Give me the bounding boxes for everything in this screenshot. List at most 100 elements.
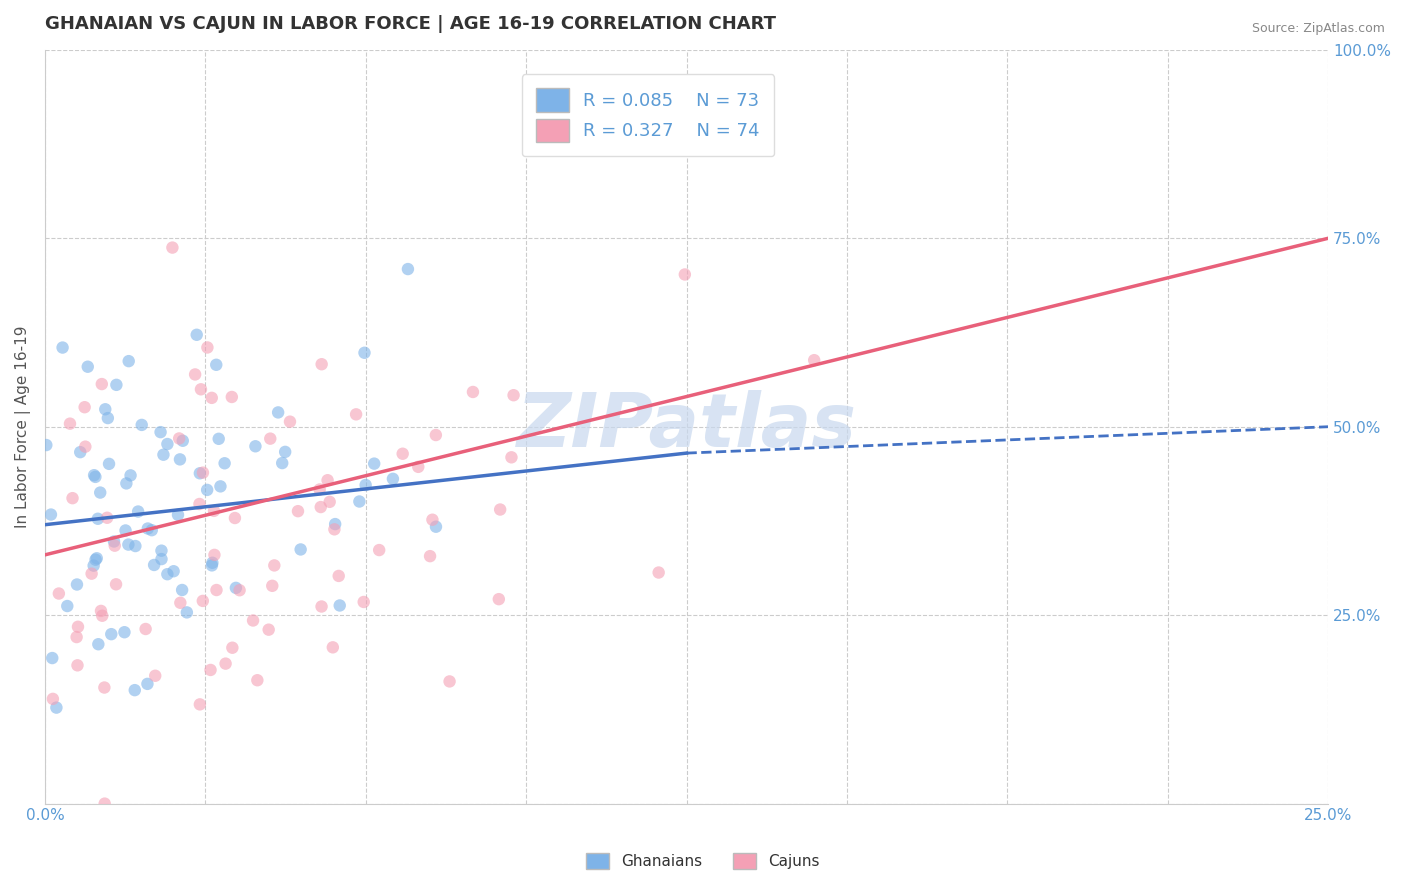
Point xyxy=(136,522,159,536)
Point xyxy=(167,508,190,522)
Point xyxy=(100,627,122,641)
Point xyxy=(156,437,179,451)
Point xyxy=(117,538,139,552)
Point xyxy=(65,630,87,644)
Point xyxy=(169,452,191,467)
Point xyxy=(162,241,184,255)
Point xyxy=(200,663,222,677)
Point xyxy=(344,408,367,422)
Point xyxy=(42,692,65,706)
Point xyxy=(311,357,333,371)
Point xyxy=(45,700,67,714)
Point xyxy=(150,552,173,566)
Point xyxy=(195,483,218,497)
Point xyxy=(201,556,224,570)
Point xyxy=(311,599,333,614)
Point xyxy=(263,558,285,573)
Point xyxy=(391,447,413,461)
Point xyxy=(396,262,419,277)
Point xyxy=(647,566,669,580)
Point xyxy=(502,388,524,402)
Point xyxy=(257,623,280,637)
Text: GHANAIAN VS CAJUN IN LABOR FORCE | AGE 16-19 CORRELATION CHART: GHANAIAN VS CAJUN IN LABOR FORCE | AGE 1… xyxy=(45,15,776,33)
Point xyxy=(41,651,63,665)
Point xyxy=(274,445,297,459)
Point xyxy=(323,517,346,532)
Point xyxy=(197,341,219,355)
Point xyxy=(141,523,163,537)
Point xyxy=(316,473,339,487)
Point xyxy=(84,470,107,484)
Point xyxy=(214,456,236,470)
Point xyxy=(202,504,225,518)
Point xyxy=(214,657,236,671)
Point xyxy=(35,438,58,452)
Point xyxy=(184,368,207,382)
Point xyxy=(104,539,127,553)
Point xyxy=(59,417,82,431)
Legend: Ghanaians, Cajuns: Ghanaians, Cajuns xyxy=(581,847,825,875)
Point xyxy=(156,567,179,582)
Point xyxy=(83,558,105,573)
Point xyxy=(673,268,696,282)
Point xyxy=(66,620,89,634)
Point xyxy=(225,581,247,595)
Point xyxy=(242,614,264,628)
Point xyxy=(114,524,136,538)
Point xyxy=(329,599,352,613)
Point xyxy=(93,797,115,811)
Point xyxy=(262,579,284,593)
Point xyxy=(149,425,172,439)
Point xyxy=(221,640,243,655)
Point xyxy=(224,511,246,525)
Point xyxy=(488,592,510,607)
Point xyxy=(278,415,301,429)
Point xyxy=(381,472,404,486)
Point xyxy=(52,341,75,355)
Point xyxy=(439,674,461,689)
Point xyxy=(290,542,312,557)
Point xyxy=(461,384,484,399)
Point xyxy=(62,491,84,505)
Point xyxy=(136,677,159,691)
Point xyxy=(363,457,385,471)
Point xyxy=(56,599,79,613)
Point xyxy=(188,497,211,511)
Point xyxy=(105,377,128,392)
Point xyxy=(245,439,267,453)
Point xyxy=(87,512,110,526)
Point xyxy=(172,434,194,448)
Point xyxy=(422,513,444,527)
Point xyxy=(114,625,136,640)
Point xyxy=(318,495,340,509)
Point xyxy=(120,468,142,483)
Point xyxy=(89,485,111,500)
Point xyxy=(308,483,330,497)
Point xyxy=(39,508,62,522)
Point xyxy=(191,594,214,608)
Point xyxy=(489,502,512,516)
Point xyxy=(90,604,112,618)
Point xyxy=(271,456,294,470)
Point xyxy=(349,494,371,508)
Point xyxy=(48,586,70,600)
Point xyxy=(131,417,153,432)
Point xyxy=(205,358,228,372)
Point xyxy=(152,448,174,462)
Point xyxy=(87,637,110,651)
Point xyxy=(287,504,309,518)
Legend: R = 0.085    N = 73, R = 0.327    N = 74: R = 0.085 N = 73, R = 0.327 N = 74 xyxy=(522,74,775,156)
Point xyxy=(66,577,89,591)
Point xyxy=(501,450,523,465)
Point xyxy=(86,551,108,566)
Point xyxy=(188,467,211,481)
Point xyxy=(76,359,98,374)
Point xyxy=(186,327,208,342)
Point xyxy=(406,459,429,474)
Point xyxy=(98,457,121,471)
Point xyxy=(103,534,125,549)
Point xyxy=(118,354,141,368)
Text: ZIPatlas: ZIPatlas xyxy=(516,390,856,463)
Point xyxy=(96,510,118,524)
Point xyxy=(354,478,377,492)
